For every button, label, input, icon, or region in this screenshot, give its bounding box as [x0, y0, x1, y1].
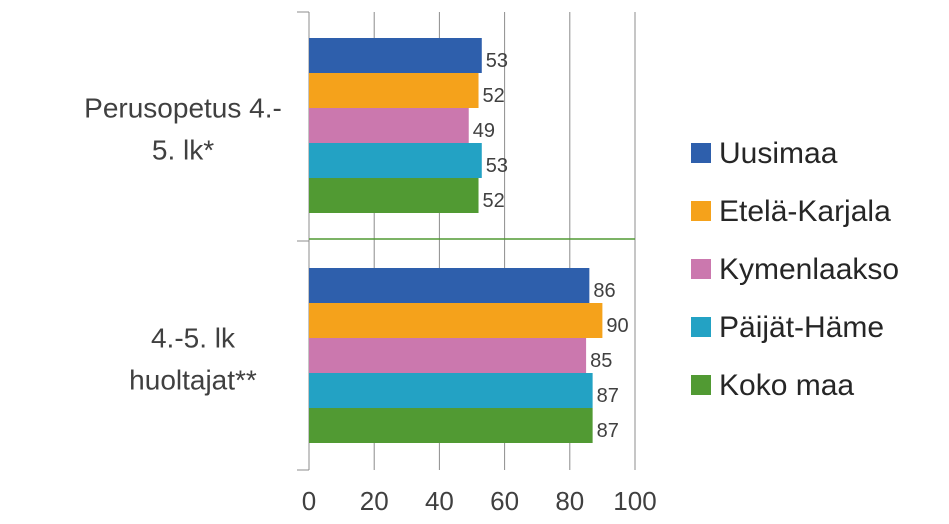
- data-labels: 53 52 49 53 52 86 90 85 87 87: [473, 50, 629, 442]
- bar-0-4: [309, 178, 479, 213]
- bar-1-4: [309, 408, 593, 443]
- legend-swatch-4: [691, 375, 711, 395]
- data-label-0-3: 53: [486, 155, 508, 177]
- legend-label-4: Koko maa: [719, 369, 854, 402]
- category-label-0-0: Perusopetus 4.-: [84, 93, 282, 124]
- data-label-1-0: 86: [593, 280, 615, 302]
- category-label-0-1: 5. lk*: [152, 135, 214, 166]
- legend-label-1: Etelä-Karjala: [719, 195, 891, 228]
- x-tick-label-60: 60: [490, 486, 519, 516]
- bars: [309, 38, 603, 443]
- bar-0-1: [309, 73, 479, 108]
- bar-1-2: [309, 338, 587, 373]
- bar-0-0: [309, 38, 482, 73]
- legend-swatch-1: [691, 201, 711, 221]
- legend-label-2: Kymenlaakso: [719, 253, 899, 286]
- category-label-1-0: 4.-5. lk: [151, 323, 236, 354]
- bar-1-1: [309, 303, 603, 338]
- data-label-0-4: 52: [483, 190, 505, 212]
- x-tick-label-100: 100: [613, 486, 656, 516]
- x-tick-label-0: 0: [302, 486, 316, 516]
- legend-swatch-3: [691, 317, 711, 337]
- legend-swatch-0: [691, 143, 711, 163]
- bar-1-0: [309, 268, 590, 303]
- x-axis-ticks: 0 20 40 60 80 100: [302, 486, 657, 516]
- legend-label-0: Uusimaa: [719, 137, 838, 170]
- x-tick-label-40: 40: [425, 486, 454, 516]
- legend: Uusimaa Etelä-Karjala Kymenlaakso Päijät-Hä…: [691, 137, 899, 402]
- data-label-1-1: 90: [606, 315, 628, 337]
- data-label-0-2: 49: [473, 120, 495, 142]
- category-label-1-1: huoltajat**: [129, 365, 257, 396]
- data-label-0-0: 53: [486, 50, 508, 72]
- legend-swatch-2: [691, 259, 711, 279]
- data-label-1-3: 87: [597, 385, 619, 407]
- x-tick-label-80: 80: [555, 486, 584, 516]
- bar-0-2: [309, 108, 469, 143]
- bar-1-3: [309, 373, 593, 408]
- data-label-1-4: 87: [597, 420, 619, 442]
- category-labels: Perusopetus 4.- 5. lk* 4.-5. lk huoltajat**: [84, 93, 282, 396]
- bar-0-3: [309, 143, 482, 178]
- x-tick-label-20: 20: [360, 486, 389, 516]
- data-label-1-2: 85: [590, 350, 612, 372]
- data-label-0-1: 52: [483, 85, 505, 107]
- legend-label-3: Päijät-Häme: [719, 311, 884, 344]
